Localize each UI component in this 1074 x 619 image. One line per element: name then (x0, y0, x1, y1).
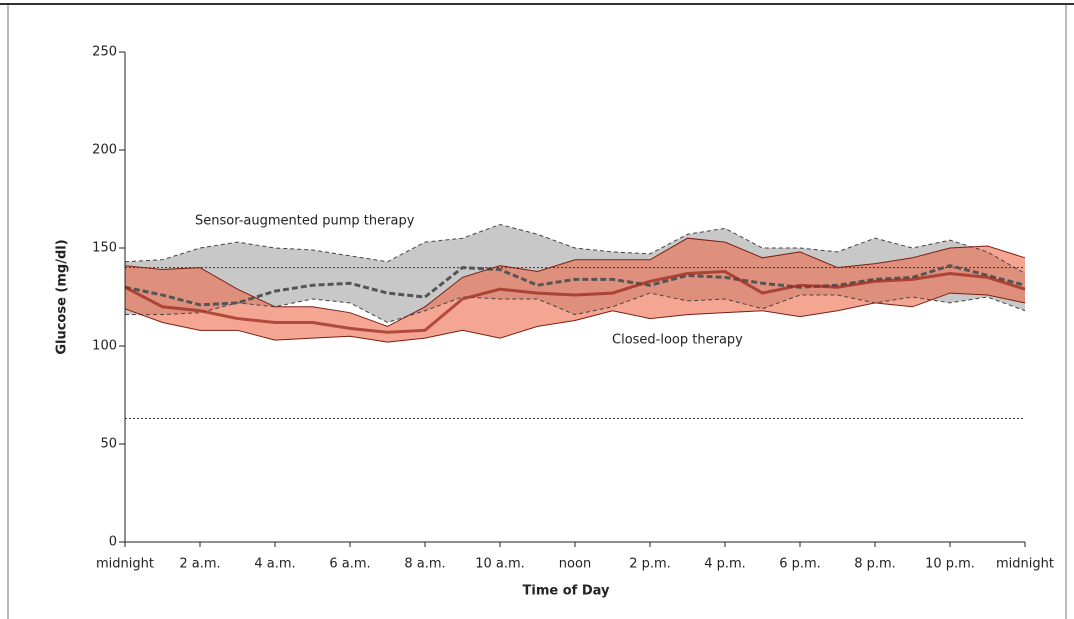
y-tick-label: 250 (92, 45, 117, 60)
x-tick-label: 6 a.m. (329, 557, 370, 572)
median-line (124, 264, 1026, 307)
series-label: Sensor-augmented pump therapy (195, 214, 415, 229)
x-tick-label: 2 a.m. (179, 557, 220, 572)
y-tick-label: 200 (92, 143, 117, 158)
y-tick-label: 150 (92, 241, 117, 256)
x-tick-label: 10 p.m. (925, 557, 975, 572)
x-tick-label: 2 p.m. (629, 557, 671, 572)
y-tick-label: 100 (92, 339, 117, 354)
x-tick-label: 8 p.m. (854, 557, 896, 572)
x-tick-label: midnight (996, 557, 1054, 572)
x-tick-label: 4 p.m. (704, 557, 746, 572)
x-axis-title: Time of Day (523, 584, 610, 599)
band-edge (124, 237, 1026, 327)
x-tick-label: noon (559, 557, 591, 572)
band-edge (124, 223, 1026, 274)
series-label: Closed-loop therapy (612, 333, 743, 348)
y-tick-label: 0 (109, 535, 117, 550)
x-tick-label: 10 a.m. (475, 557, 525, 572)
median-line (124, 269, 1026, 334)
x-tick-label: 8 a.m. (404, 557, 445, 572)
x-tick-label: 6 p.m. (779, 557, 821, 572)
x-tick-label: 4 a.m. (254, 557, 295, 572)
band-edge (124, 292, 1026, 343)
y-axis-title: Glucose (mg/dl) (55, 239, 70, 354)
x-tick-label: midnight (96, 557, 154, 572)
y-tick-label: 50 (100, 437, 117, 452)
